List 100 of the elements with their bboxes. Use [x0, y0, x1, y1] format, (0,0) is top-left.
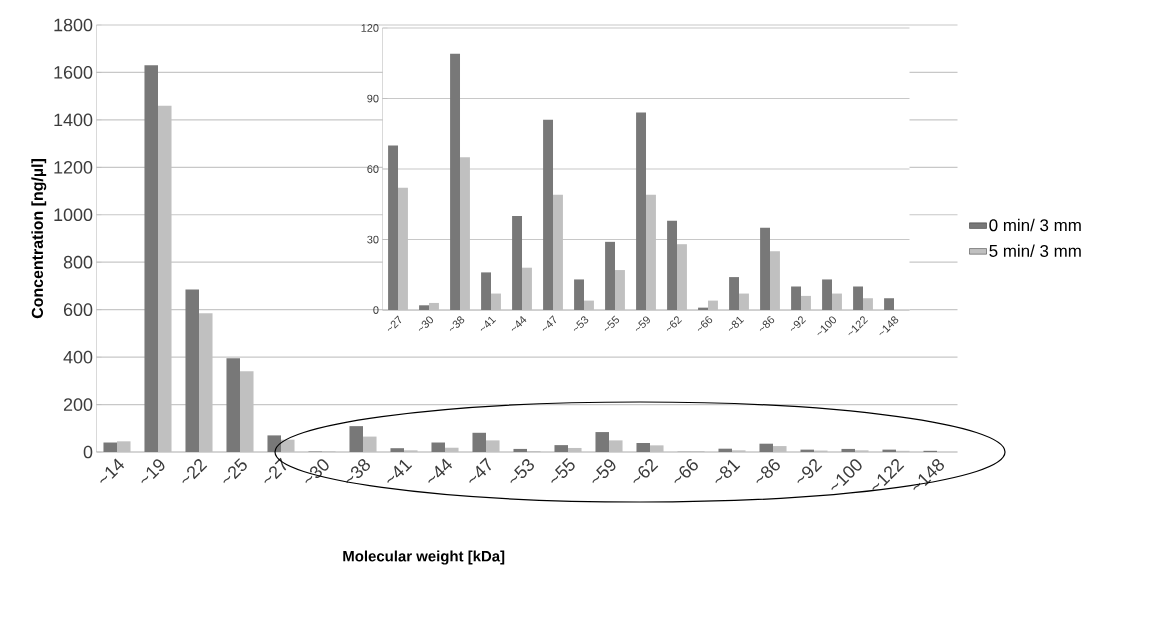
bar	[390, 448, 404, 452]
x-tick-label: ~41	[480, 316, 496, 331]
bar	[760, 227, 771, 310]
bar	[445, 447, 459, 452]
bar	[615, 270, 625, 310]
bar	[667, 220, 678, 310]
x-tick-label: ~66	[674, 459, 698, 484]
x-tick-label: ~30	[418, 316, 434, 331]
bar	[486, 440, 500, 452]
x-tick-label: ~53	[573, 316, 589, 331]
bar	[512, 216, 523, 310]
x-tick-label: ~44	[511, 315, 527, 331]
bar	[863, 298, 873, 310]
bar	[450, 53, 460, 310]
x-tick-label: ~55	[551, 458, 575, 484]
x-tick-label: ~25	[223, 458, 247, 484]
x-tick-label: ~59	[635, 316, 650, 331]
x-tick-label: ~86	[759, 316, 775, 331]
legend-label: 5 min/ 3 mm	[989, 244, 1081, 257]
x-axis-title: Molecular weight [kDa]	[343, 550, 505, 565]
bar	[841, 448, 856, 452]
x-tick-label: ~92	[790, 316, 807, 331]
x-tick-label: ~81	[728, 316, 745, 331]
bar	[718, 448, 733, 452]
bar	[281, 439, 295, 452]
x-tick-label: ~14	[100, 458, 125, 484]
bar	[363, 436, 377, 452]
bar	[822, 279, 833, 310]
bar	[226, 358, 240, 452]
y-axis-title: Concentration [ng/µl]	[31, 159, 47, 319]
x-tick-label: ~86	[756, 459, 780, 484]
y-tick-label: 1000	[54, 208, 93, 222]
bar	[708, 300, 718, 310]
bar	[431, 442, 445, 452]
bar	[491, 293, 501, 310]
x-tick-label: ~27	[264, 457, 287, 484]
y-tick-label: 1600	[54, 66, 93, 79]
bar	[853, 286, 864, 310]
bar	[429, 302, 439, 310]
bar	[388, 145, 398, 310]
bar	[349, 426, 363, 452]
bar	[419, 305, 429, 310]
x-tick-label: ~92	[797, 459, 823, 484]
bar	[103, 442, 117, 452]
y-tick-label: 1200	[54, 160, 93, 174]
x-tick-label: ~81	[715, 459, 741, 484]
y-tick-label: 400	[63, 350, 93, 364]
bar	[472, 432, 486, 452]
bar	[677, 244, 687, 310]
bar	[144, 65, 158, 452]
y-tick-label: 1400	[54, 113, 93, 127]
bar	[185, 289, 199, 452]
bar	[513, 448, 527, 452]
x-tick-label: ~19	[141, 459, 165, 484]
x-tick-label: ~41	[387, 459, 413, 484]
bar	[595, 432, 610, 452]
x-tick-label: ~47	[542, 315, 557, 331]
y-tick-label: 1800	[54, 18, 93, 32]
bar	[739, 293, 749, 310]
y-tick-label: 30	[367, 235, 379, 244]
x-tick-label: ~30	[305, 459, 329, 484]
bar	[832, 293, 842, 310]
bar	[584, 300, 594, 310]
x-tick-label: ~62	[633, 459, 659, 484]
bar	[117, 441, 131, 452]
bar	[650, 445, 664, 452]
x-tick-label: ~38	[449, 316, 465, 331]
x-tick-label: ~53	[510, 459, 534, 484]
y-tick-label: 600	[63, 303, 93, 317]
bar	[574, 279, 585, 310]
x-tick-label: ~62	[666, 316, 683, 331]
bar	[884, 298, 895, 310]
y-tick-label: 0	[83, 445, 93, 459]
bar	[791, 286, 802, 310]
bar	[770, 251, 780, 310]
bar	[801, 295, 811, 310]
bar	[522, 267, 532, 310]
bar	[568, 447, 582, 452]
bar	[759, 443, 774, 452]
bar	[543, 119, 554, 310]
x-tick-label: ~44	[428, 458, 453, 484]
bar	[481, 272, 492, 310]
y-tick-label: 120	[361, 24, 379, 32]
bar	[267, 435, 281, 452]
bar	[609, 440, 623, 452]
x-tick-label: ~47	[469, 457, 492, 484]
x-tick-label: ~27	[387, 315, 402, 331]
bar	[605, 241, 616, 310]
bar	[773, 446, 787, 452]
y-tick-label: 800	[63, 255, 93, 269]
bar	[554, 445, 568, 452]
y-tick-label: 0	[373, 306, 379, 314]
x-tick-label: ~66	[697, 316, 713, 331]
bar	[636, 112, 647, 310]
y-tick-label: 200	[63, 398, 93, 411]
bar	[636, 442, 651, 452]
y-tick-label: 60	[367, 165, 379, 173]
x-tick-label: ~59	[592, 459, 616, 484]
x-tick-label: ~55	[604, 315, 620, 331]
x-tick-label: ~22	[182, 459, 208, 484]
